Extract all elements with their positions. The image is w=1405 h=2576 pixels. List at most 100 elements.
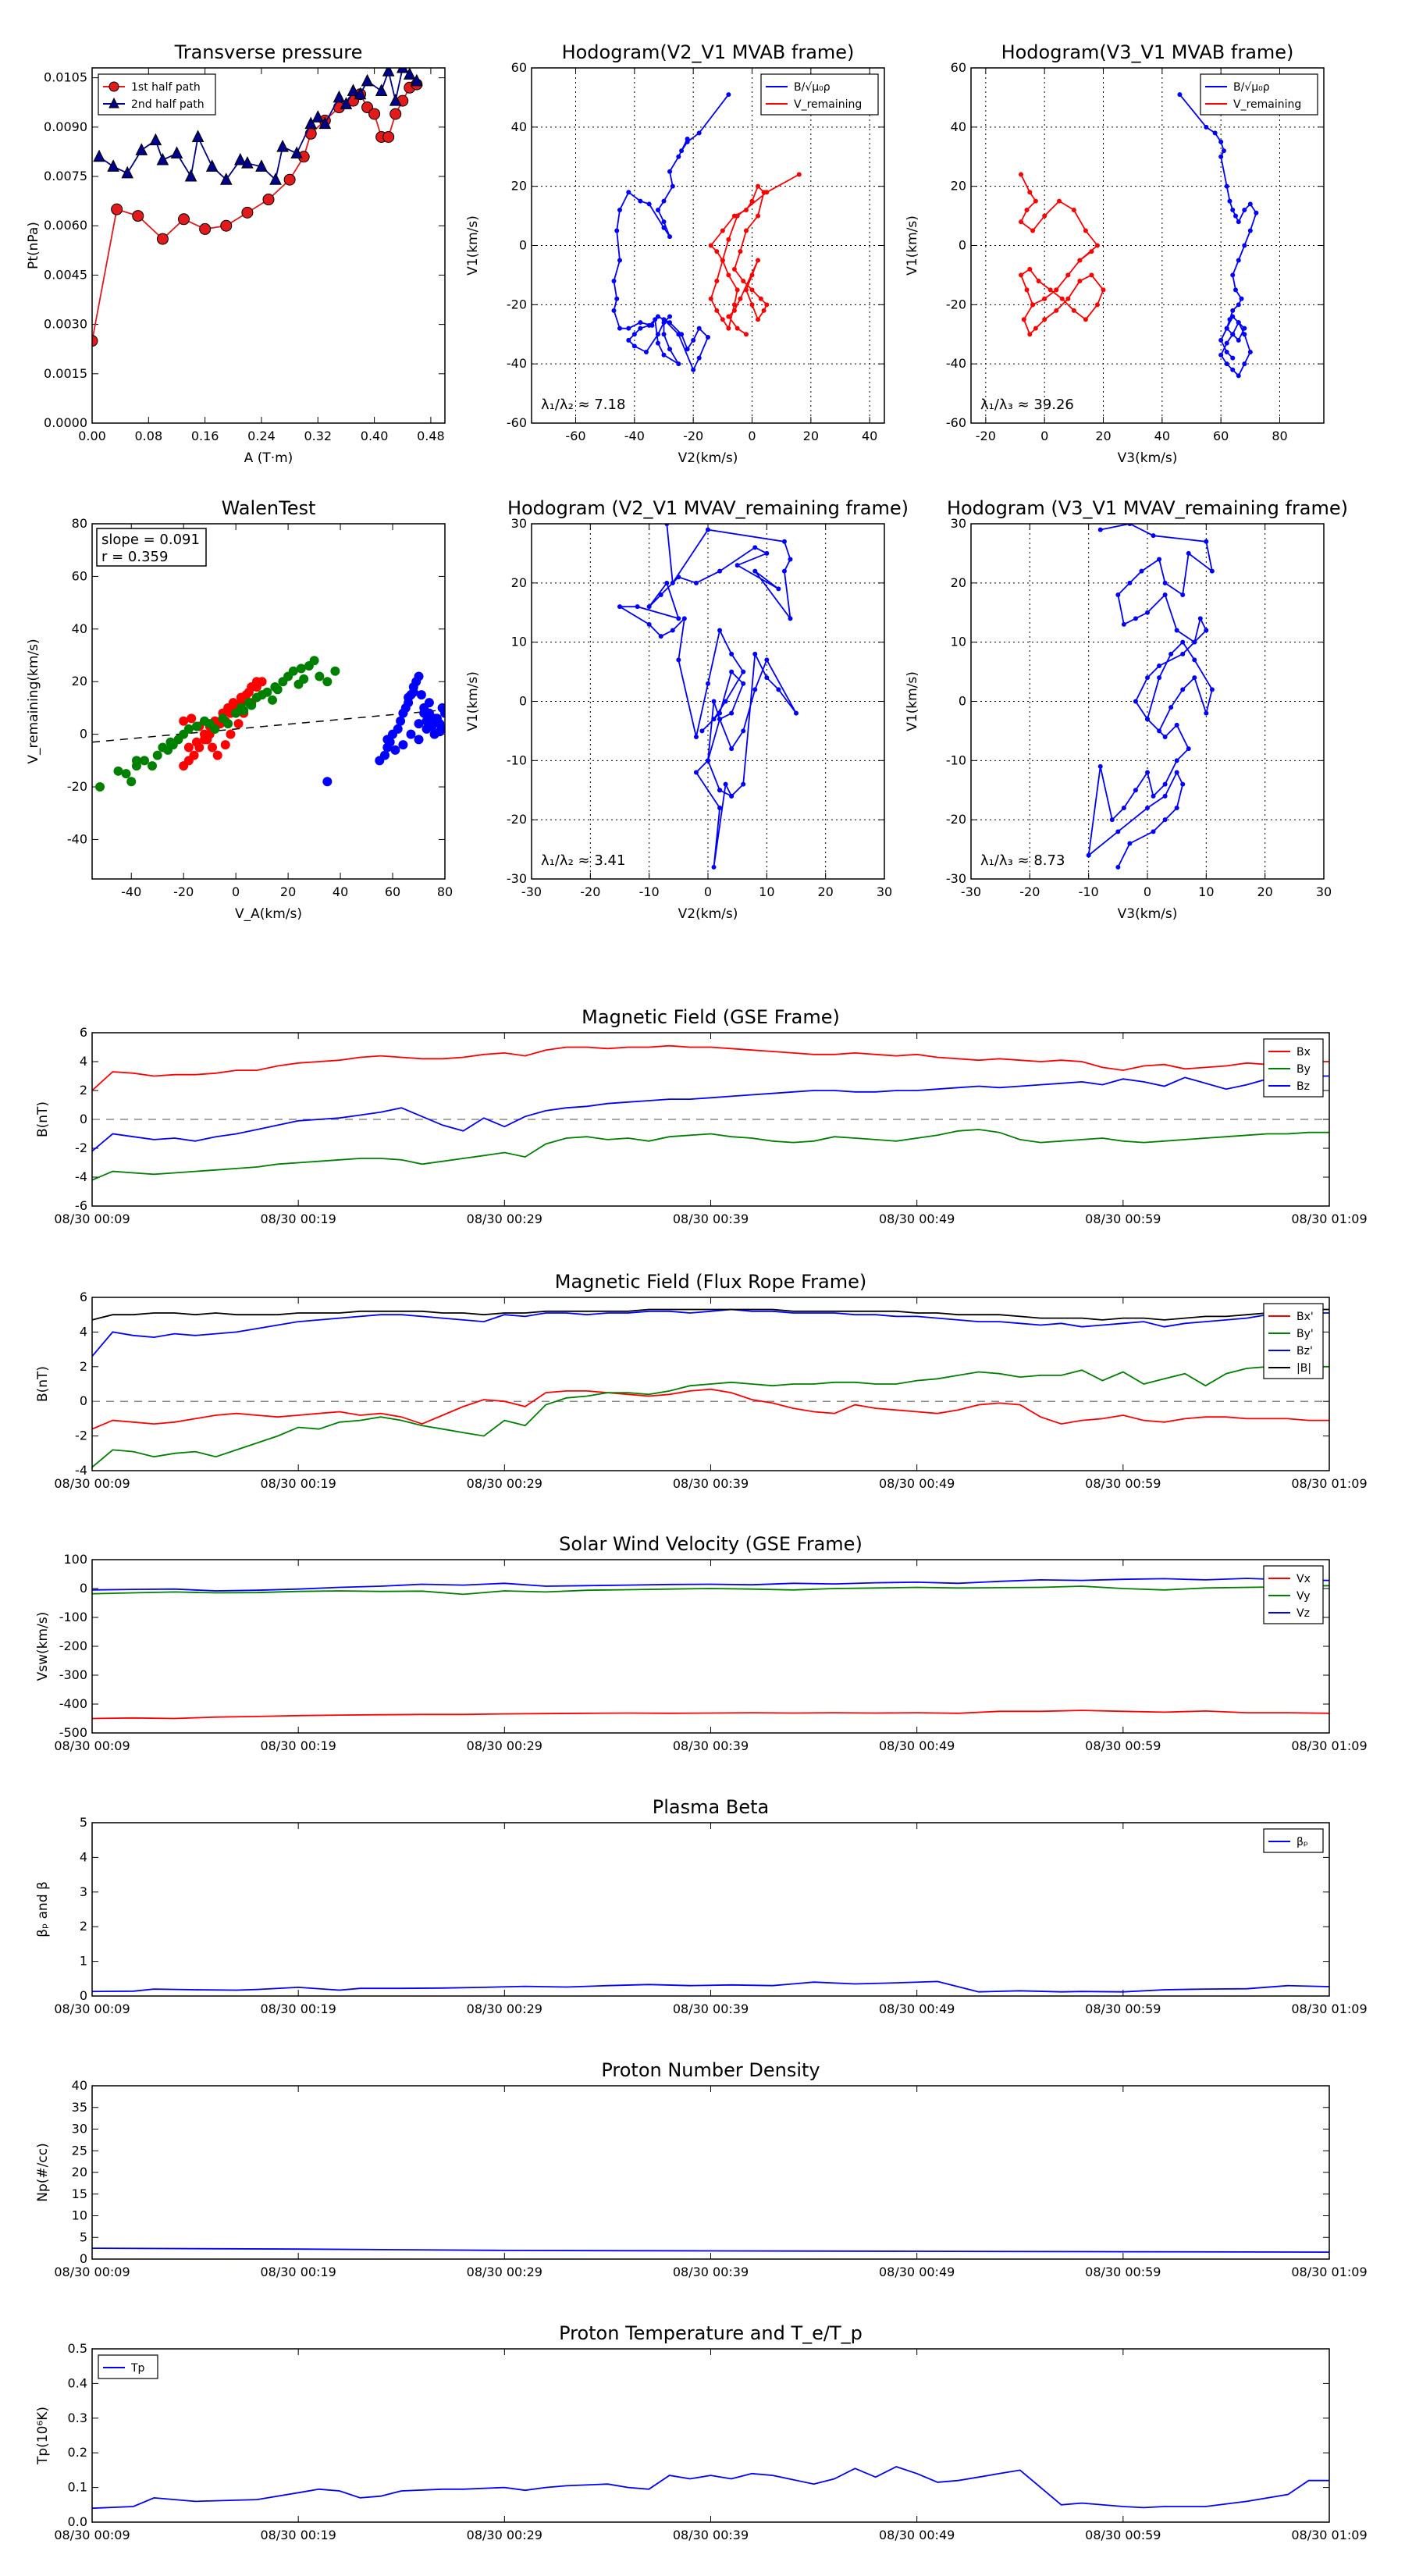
- data-point: [1083, 317, 1088, 322]
- x-tick-label: 08/30 00:19: [261, 2528, 336, 2542]
- data-point: [156, 152, 169, 165]
- y-tick-label: -20: [946, 297, 966, 311]
- y-tick-label: 20: [511, 575, 527, 590]
- x-tick-label: 0.24: [247, 429, 276, 443]
- data-point: [1230, 314, 1236, 319]
- x-tick-label: 08/30 00:19: [261, 2265, 336, 2279]
- data-point: [1151, 533, 1156, 539]
- data-point: [121, 769, 131, 779]
- y-tick-label: -10: [507, 753, 527, 767]
- x-tick-label: 08/30 00:19: [261, 1212, 336, 1226]
- data-point: [427, 721, 437, 731]
- data-point: [749, 198, 755, 204]
- data-point: [205, 159, 219, 172]
- plot-area: [1086, 524, 1215, 870]
- data-point: [1224, 183, 1229, 189]
- data-point: [233, 719, 244, 729]
- plot-frame: [91, 1559, 1330, 1734]
- data-point: [1162, 735, 1168, 739]
- data-point: [1168, 651, 1174, 656]
- data-point: [693, 580, 699, 585]
- series-line: [1087, 524, 1214, 868]
- y-tick-label: -20: [67, 779, 87, 794]
- y-tick-label: -40: [67, 831, 87, 846]
- x-tick-label: 20: [803, 429, 819, 443]
- data-point: [1230, 272, 1236, 278]
- data-point: [679, 332, 685, 337]
- x-tick-label: 80: [437, 884, 453, 899]
- y-tick-label: 0.0015: [44, 366, 87, 381]
- data-point: [685, 137, 690, 141]
- data-point: [667, 234, 673, 240]
- data-point: [1097, 527, 1103, 532]
- eigenvalue-ratio: λ₁/λ₃ ≈ 8.73: [980, 852, 1065, 869]
- x-tick-label: 0.40: [361, 429, 389, 443]
- data-point: [714, 308, 720, 313]
- data-point: [735, 563, 740, 568]
- data-point: [661, 225, 667, 230]
- legend-label: Bz': [1297, 1345, 1313, 1357]
- data-point: [268, 695, 278, 705]
- y-tick-label: 2: [80, 1919, 87, 1934]
- y-axis-label: V1(km/s): [905, 671, 920, 731]
- y-tick-label: 0: [519, 238, 527, 253]
- data-point: [107, 159, 119, 172]
- legend-label: Vz: [1297, 1607, 1310, 1620]
- x-tick-label: 08/30 00:39: [673, 2001, 749, 2016]
- data-point: [714, 279, 720, 283]
- data-point: [655, 340, 660, 346]
- y-tick-label: 0: [959, 694, 966, 709]
- x-axis-label: V3(km/s): [1118, 906, 1178, 922]
- data-point: [611, 308, 617, 313]
- data-point: [239, 706, 249, 716]
- data-point: [414, 735, 424, 745]
- series-line: [92, 1129, 1329, 1181]
- data-point: [1192, 675, 1197, 681]
- data-point: [667, 169, 673, 174]
- y-tick-label: -4: [75, 1169, 87, 1184]
- legend-label: Bx: [1297, 1046, 1311, 1059]
- data-point: [679, 148, 685, 154]
- legend-label: Vy: [1297, 1590, 1311, 1603]
- data-point: [1242, 332, 1247, 337]
- data-point: [731, 213, 737, 219]
- x-tick-label: 20: [1257, 884, 1272, 899]
- data-point: [655, 208, 660, 212]
- x-tick-label: -40: [624, 429, 645, 443]
- y-tick-label: 15: [72, 2186, 87, 2201]
- x-tick-label: 30: [1316, 884, 1332, 899]
- data-point: [419, 708, 429, 718]
- y-tick-label: -100: [59, 1610, 87, 1624]
- data-point: [1121, 621, 1126, 627]
- data-point: [749, 272, 755, 278]
- legend-label: βₚ: [1297, 1836, 1308, 1848]
- data-point: [1247, 228, 1253, 233]
- data-point: [429, 713, 439, 724]
- data-point: [170, 146, 183, 159]
- y-tick-label: 35: [72, 2100, 87, 2115]
- data-point: [1218, 337, 1224, 343]
- x-tick-label: 20: [817, 884, 833, 899]
- x-tick-label: 08/30 00:59: [1085, 2265, 1161, 2279]
- data-point: [631, 343, 637, 349]
- data-point: [187, 713, 197, 724]
- chart-title: WalenTest: [222, 497, 316, 519]
- plot-frame: [91, 1822, 1330, 1997]
- y-tick-label: 2: [80, 1359, 87, 1374]
- data-point: [1230, 208, 1236, 212]
- data-point: [1027, 332, 1033, 337]
- x-tick-label: 08/30 01:09: [1291, 2001, 1367, 2016]
- data-point: [191, 737, 201, 747]
- x-tick-label: 10: [1198, 884, 1214, 899]
- y-tick-label: 0: [80, 1988, 87, 2003]
- plot-frame: [970, 67, 1325, 424]
- legend-label: Bx': [1297, 1311, 1314, 1323]
- data-point: [1086, 852, 1091, 858]
- x-tick-label: -10: [639, 884, 660, 899]
- x-tick-label: 08/30 00:59: [1085, 1212, 1161, 1226]
- data-point: [315, 671, 325, 681]
- y-tick-label: 0.0000: [44, 415, 87, 430]
- data-point: [756, 213, 761, 219]
- plot-frame: [91, 1032, 1330, 1207]
- data-point: [1065, 272, 1071, 278]
